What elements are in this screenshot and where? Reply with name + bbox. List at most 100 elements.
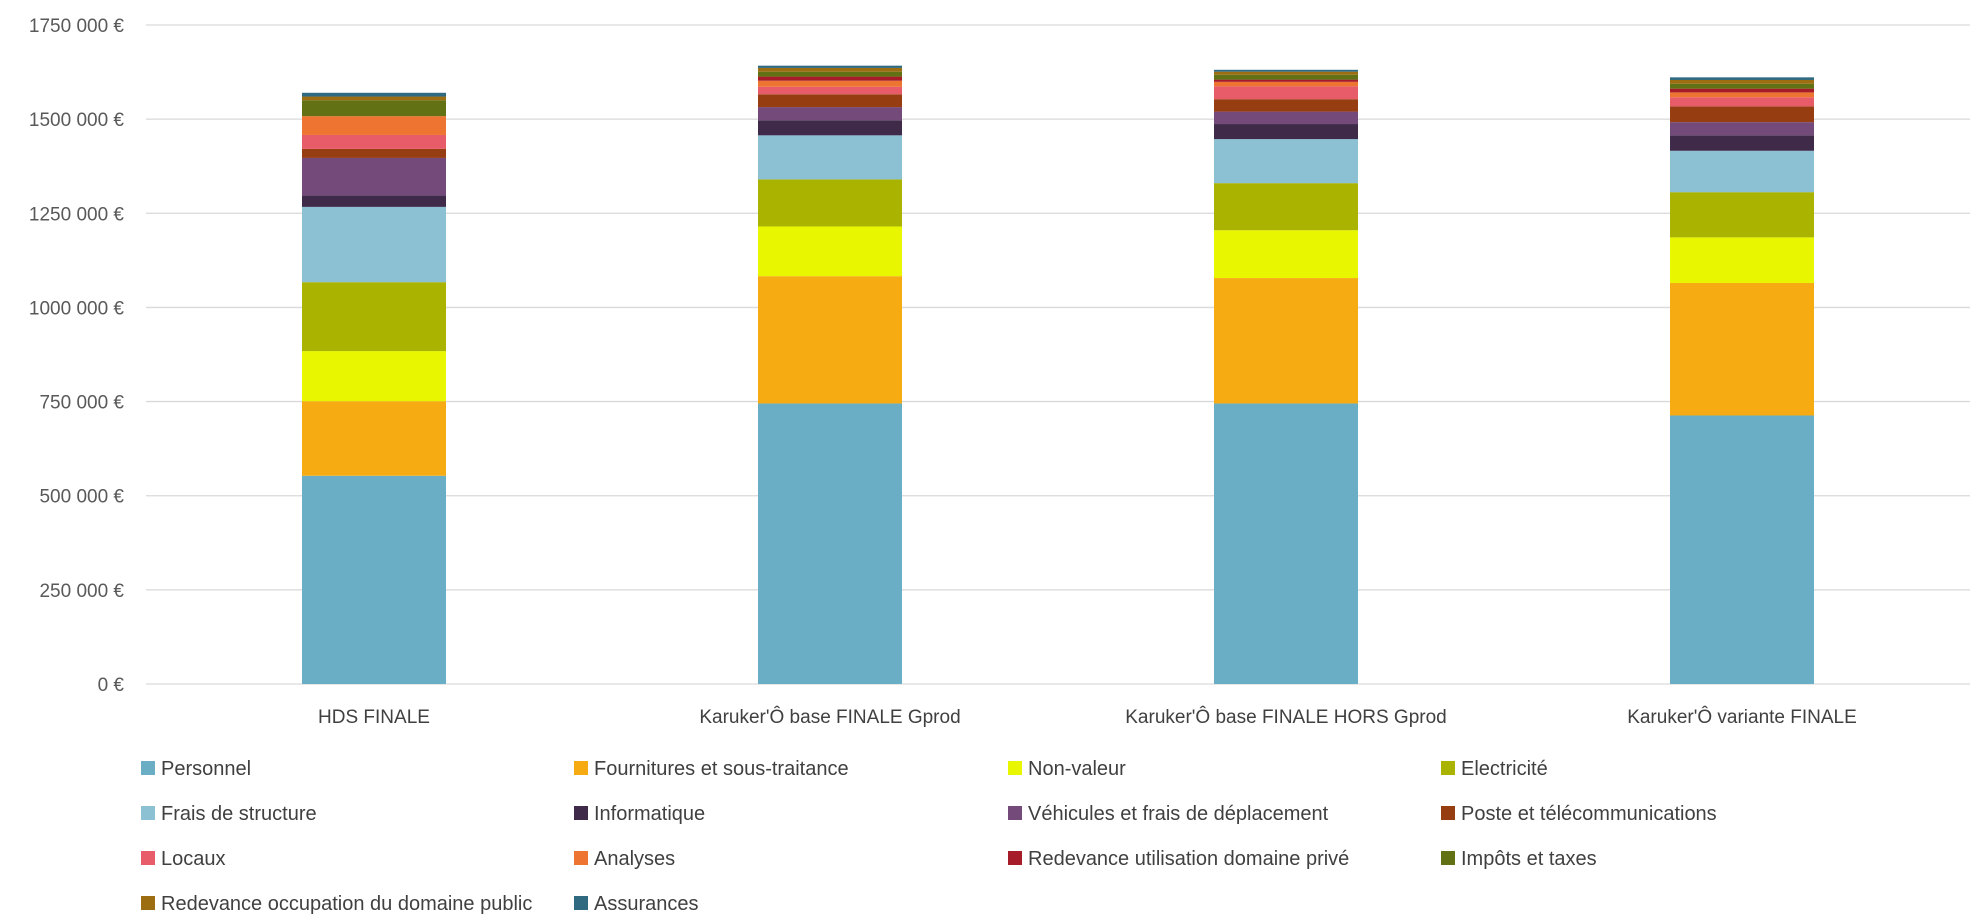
bar-segment	[1670, 88, 1814, 93]
legend-item: Assurances	[574, 893, 699, 915]
bar-segment	[302, 116, 446, 135]
bar-segment	[1670, 282, 1814, 416]
bar-segment	[758, 94, 902, 108]
bar-segment	[1670, 237, 1814, 283]
bar-segment	[1670, 92, 1814, 98]
bar-segment	[302, 100, 446, 117]
bar-segment	[302, 92, 446, 97]
legend-swatch	[141, 896, 155, 910]
x-category-label: Karuker'Ô variante FINALE	[1627, 706, 1857, 728]
x-category-label: Karuker'Ô base FINALE HORS Gprod	[1125, 706, 1446, 728]
legend-label: Personnel	[161, 758, 251, 780]
bar-segment	[302, 195, 446, 207]
bar-segment	[758, 86, 902, 95]
legend-label: Véhicules et frais de déplacement	[1028, 803, 1329, 825]
bar-segment	[1214, 99, 1358, 112]
bar-stack	[758, 65, 902, 684]
legend-item: Locaux	[141, 848, 226, 870]
legend-swatch	[574, 806, 588, 820]
bar-segment	[1214, 79, 1358, 82]
legend-label: Assurances	[594, 893, 699, 915]
legend-label: Poste et télécommunications	[1461, 803, 1717, 825]
bar-stack	[1670, 77, 1814, 684]
bar-segment	[1670, 192, 1814, 238]
x-axis-category-labels: HDS FINALE Karuker'Ô base FINALE Gprod Kar…	[318, 706, 1857, 728]
bar-segment	[758, 226, 902, 277]
legend-label: Non-valeur	[1028, 758, 1126, 780]
legend-item: Poste et télécommunications	[1441, 803, 1717, 825]
bar-segment	[1214, 81, 1358, 87]
legend-item: Fournitures et sous-traitance	[574, 758, 849, 780]
y-tick-label: 750 000 €	[39, 393, 124, 414]
bar-segment	[1670, 77, 1814, 80]
legend-label: Locaux	[161, 848, 226, 870]
bar-segment	[302, 351, 446, 402]
y-tick-label: 500 000 €	[39, 487, 124, 508]
y-tick-label: 1500 000 €	[29, 110, 125, 131]
legend-item: Personnel	[141, 758, 251, 780]
bar-segment	[1670, 106, 1814, 123]
legend: Personnel Fournitures et sous-traitance No…	[141, 758, 1717, 915]
legend-item: Non-valeur	[1008, 758, 1126, 780]
bar-segment	[758, 67, 902, 72]
bar-segment	[1214, 278, 1358, 404]
legend-swatch	[141, 851, 155, 865]
legend-swatch	[1008, 851, 1022, 865]
bar-segment	[758, 179, 902, 227]
legend-item: Redevance occupation du domaine public	[141, 893, 532, 915]
y-tick-label: 0 €	[98, 675, 125, 696]
bar-segment	[302, 401, 446, 476]
bar-segment	[1214, 69, 1358, 72]
bar-segment	[302, 206, 446, 283]
bar-stack	[1214, 69, 1358, 684]
bar-segment	[758, 276, 902, 404]
legend-label: Fournitures et sous-traitance	[594, 758, 849, 780]
bar-segment	[1670, 83, 1814, 89]
bar-segment	[758, 107, 902, 121]
legend-swatch	[1008, 761, 1022, 775]
bar-segment	[1670, 97, 1814, 107]
bar-segment	[1214, 403, 1358, 684]
bars	[302, 65, 1814, 684]
y-tick-label: 1250 000 €	[29, 204, 125, 225]
bar-segment	[1214, 230, 1358, 279]
legend-item: Véhicules et frais de déplacement	[1008, 803, 1329, 825]
legend-label: Impôts et taxes	[1461, 848, 1597, 870]
y-tick-label: 1000 000 €	[29, 298, 125, 319]
legend-swatch	[141, 761, 155, 775]
legend-item: Electricité	[1441, 758, 1548, 780]
bar-segment	[758, 65, 902, 68]
legend-swatch	[1008, 806, 1022, 820]
bar-segment	[1214, 124, 1358, 140]
legend-item: Informatique	[574, 803, 705, 825]
y-tick-label: 250 000 €	[39, 581, 124, 602]
bar-segment	[1670, 135, 1814, 151]
bar-segment	[1214, 86, 1358, 100]
bar-segment	[1214, 183, 1358, 231]
legend-label: Redevance occupation du domaine public	[161, 893, 532, 915]
bar-segment	[1214, 111, 1358, 125]
legend-label: Redevance utilisation domaine privé	[1028, 848, 1349, 870]
bar-segment	[758, 403, 902, 684]
legend-swatch	[574, 896, 588, 910]
legend-swatch	[1441, 761, 1455, 775]
bar-segment	[1214, 74, 1358, 80]
bar-segment	[758, 71, 902, 77]
bar-segment	[758, 120, 902, 136]
legend-label: Analyses	[594, 848, 675, 870]
legend-swatch	[574, 851, 588, 865]
y-axis-tick-labels: 0 € 250 000 € 500 000 € 750 000 € 1000 000 €…	[29, 16, 125, 696]
bar-segment	[302, 96, 446, 101]
legend-item: Frais de structure	[141, 803, 317, 825]
legend-item: Impôts et taxes	[1441, 848, 1597, 870]
bar-segment	[1670, 150, 1814, 193]
bar-segment	[758, 80, 902, 87]
bar-stack	[302, 92, 446, 684]
bar-segment	[758, 76, 902, 81]
legend-swatch	[574, 761, 588, 775]
bar-segment	[302, 148, 446, 158]
bar-segment	[1214, 139, 1358, 184]
bar-segment	[1214, 71, 1358, 75]
bar-segment	[302, 157, 446, 196]
